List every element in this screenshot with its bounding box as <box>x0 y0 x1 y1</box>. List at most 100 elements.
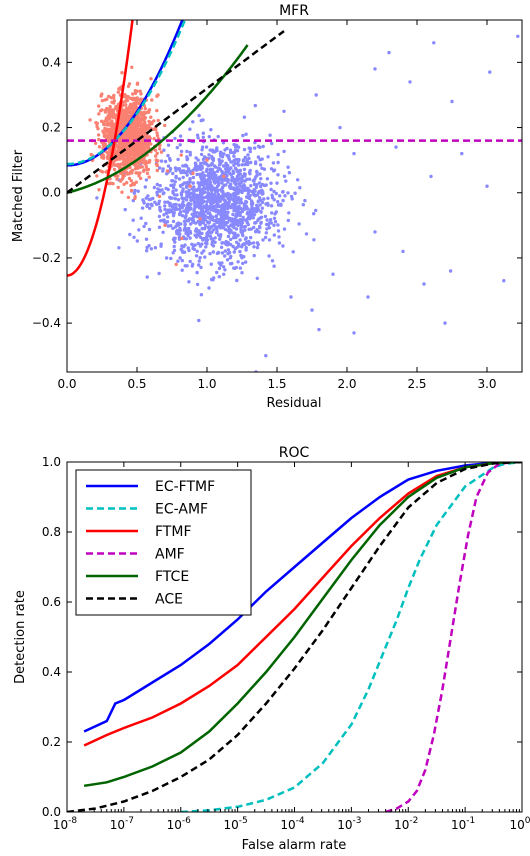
scatter-point <box>125 170 129 174</box>
scatter-point <box>201 157 206 162</box>
scatter-point <box>387 50 391 55</box>
scatter-point <box>112 161 116 165</box>
scatter-point <box>429 174 433 179</box>
scatter-point <box>236 163 241 167</box>
scatter-point <box>191 171 195 175</box>
scatter-point <box>228 231 232 235</box>
scatter-point <box>122 182 126 186</box>
scatter-point <box>150 98 154 102</box>
scatter-point <box>216 233 221 237</box>
scatter-point <box>149 77 153 81</box>
scatter-point <box>127 82 132 86</box>
scatter-point <box>223 249 227 253</box>
scatter-point <box>97 188 101 192</box>
scatter-point <box>205 158 209 162</box>
x-tick-label: 10-3 <box>337 816 361 832</box>
scatter-point <box>188 150 192 155</box>
roc-curve-ftce <box>83 462 522 788</box>
scatter-point <box>274 210 278 214</box>
scatter-point <box>266 203 270 207</box>
mfr-x-ticks: 0.0 0.5 1.0 1.5 2.0 2.5 3.0 <box>57 20 497 391</box>
scatter-point <box>186 182 190 186</box>
scatter-point <box>236 173 241 178</box>
scatter-point <box>147 175 151 179</box>
scatter-point <box>142 110 146 115</box>
scatter-point <box>197 230 202 235</box>
scatter-point <box>155 131 159 135</box>
scatter-point <box>301 203 305 207</box>
scatter-point <box>256 199 261 203</box>
scatter-point <box>226 206 230 211</box>
scatter-point <box>195 196 199 200</box>
scatter-point <box>278 194 282 198</box>
scatter-point <box>155 168 159 173</box>
x-tick-label: 10-6 <box>167 816 192 832</box>
scatter-point <box>253 146 257 150</box>
scatter-point <box>140 123 144 127</box>
scatter-point <box>144 237 149 241</box>
scatter-point <box>108 128 113 132</box>
scatter-point <box>207 230 211 234</box>
scatter-point <box>282 174 287 178</box>
scatter-point <box>298 186 302 190</box>
scatter-point <box>220 224 224 228</box>
scatter-point <box>144 159 148 163</box>
boundary-line-ec-amf <box>67 20 187 166</box>
scatter-point <box>201 180 205 185</box>
scatter-point <box>256 242 260 247</box>
scatter-point <box>157 166 162 170</box>
scatter-point <box>183 215 187 220</box>
scatter-point <box>109 96 114 100</box>
scatter-point <box>149 115 153 119</box>
scatter-point <box>212 149 216 154</box>
roc-panel: ROC 10-8 10-7 10-6 10-5 10-4 10-3 10-2 10-1 100 … <box>13 445 530 853</box>
scatter-point <box>246 222 250 227</box>
scatter-point <box>268 133 272 137</box>
scatter-point <box>254 160 258 164</box>
scatter-point <box>171 251 175 255</box>
scatter-point <box>148 158 152 163</box>
scatter-point <box>190 242 194 246</box>
x-tick-label: 10-1 <box>451 816 475 832</box>
scatter-point <box>106 123 110 127</box>
scatter-point <box>185 194 189 199</box>
scatter-point <box>432 41 436 45</box>
scatter-point <box>234 240 239 244</box>
scatter-point <box>231 186 236 191</box>
scatter-point <box>88 118 92 122</box>
mfr-title: MFR <box>279 3 309 19</box>
scatter-point <box>251 201 255 206</box>
scatter-point <box>287 171 292 175</box>
scatter-point <box>201 221 206 225</box>
scatter-point <box>133 196 137 201</box>
scatter-point <box>111 181 115 186</box>
scatter-point <box>188 184 192 188</box>
scatter-point <box>144 178 149 182</box>
scatter-point <box>122 95 127 99</box>
scatter-point <box>138 171 142 175</box>
scatter-point <box>93 141 98 145</box>
scatter-point <box>185 206 189 210</box>
scatter-point <box>270 141 274 146</box>
scatter-point <box>137 174 141 178</box>
scatter-point <box>241 133 245 138</box>
scatter-point <box>177 207 182 211</box>
scatter-point <box>225 153 229 158</box>
scatter-point <box>238 238 242 242</box>
scatter-point <box>163 123 167 128</box>
scatter-point <box>215 270 219 275</box>
scatter-point <box>229 243 233 247</box>
scatter-point <box>181 200 185 204</box>
scatter-point <box>206 191 211 195</box>
scatter-point <box>143 185 147 189</box>
scatter-point <box>204 145 209 149</box>
scatter-point <box>225 213 229 218</box>
scatter-point <box>225 165 230 169</box>
scatter-point <box>252 245 256 249</box>
scatter-point <box>240 176 244 180</box>
scatter-point <box>246 153 250 157</box>
scatter-point <box>273 220 278 224</box>
scatter-point <box>232 142 236 147</box>
scatter-point <box>145 171 150 176</box>
scatter-point <box>197 263 201 267</box>
